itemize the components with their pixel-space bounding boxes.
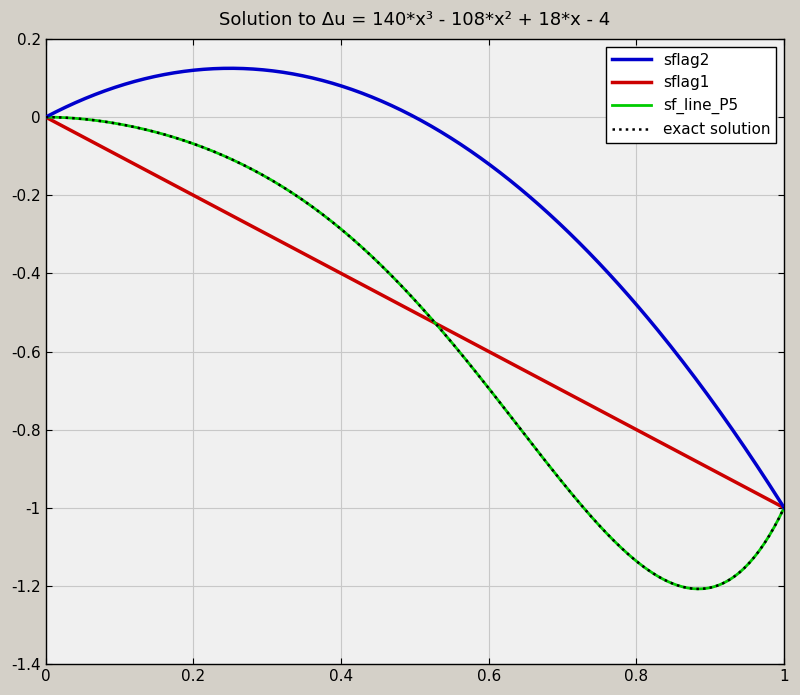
sflag2: [41, 113, 50, 122]
sflag1: [710, 467, 720, 475]
Line: sflag1: sflag1: [46, 117, 784, 508]
sflag2: [483, 159, 493, 167]
sflag2: [481, 157, 490, 165]
exact solution: [693, 584, 702, 593]
exact solution: [43, 113, 53, 122]
sflag1: [478, 344, 488, 352]
sf_line_P5: [779, 504, 789, 512]
sflag2: [43, 112, 53, 120]
Line: exact solution: exact solution: [46, 117, 784, 589]
Legend: sflag2, sflag1, sf_line_P5, exact solution: sflag2, sflag1, sf_line_P5, exact soluti…: [606, 47, 777, 143]
exact solution: [478, 377, 488, 385]
sflag1: [43, 114, 53, 122]
sf_line_P5: [493, 395, 502, 404]
sflag1: [481, 345, 490, 354]
sflag2: [713, 404, 722, 413]
sf_line_P5: [693, 584, 702, 593]
exact solution: [481, 379, 490, 388]
Line: sf_line_P5: sf_line_P5: [46, 117, 784, 589]
sflag1: [41, 113, 50, 122]
Title: Solution to Δu = 140*x³ - 108*x² + 18*x - 4: Solution to Δu = 140*x³ - 108*x² + 18*x …: [219, 11, 610, 29]
sf_line_P5: [663, 578, 673, 586]
sflag2: [779, 504, 789, 512]
sflag1: [663, 442, 673, 450]
exact solution: [663, 578, 673, 586]
exact solution: [779, 504, 789, 512]
sf_line_P5: [41, 113, 50, 122]
sflag2: [226, 64, 236, 72]
sflag2: [495, 168, 505, 177]
sf_line_P5: [478, 377, 488, 385]
exact solution: [41, 113, 50, 122]
sf_line_P5: [43, 113, 53, 122]
sflag1: [779, 504, 789, 512]
sf_line_P5: [713, 582, 722, 590]
sf_line_P5: [481, 379, 490, 388]
sflag1: [493, 352, 502, 361]
sflag2: [666, 342, 675, 350]
exact solution: [713, 582, 722, 590]
Line: sflag2: sflag2: [46, 68, 784, 508]
exact solution: [493, 395, 502, 404]
